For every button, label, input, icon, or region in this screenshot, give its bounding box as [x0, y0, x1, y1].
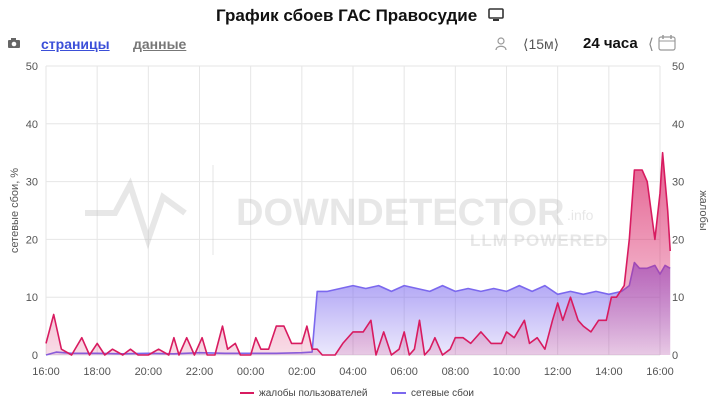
complaints-area [46, 152, 671, 355]
y-tick-right: 0 [672, 350, 678, 362]
y-tick-left: 20 [26, 234, 38, 246]
y-axis-label-left: сетевые сбои, % [9, 168, 21, 253]
chart-legend: жалобы пользователей сетевые сбои [0, 388, 720, 402]
legend-complaints-label: жалобы пользователей [259, 388, 368, 399]
x-tick-label: 04:00 [339, 366, 367, 378]
x-tick-label: 02:00 [288, 366, 316, 378]
y-tick-right: 40 [672, 119, 684, 131]
y-tick-right: 20 [672, 234, 684, 246]
y-tick-left: 0 [32, 350, 38, 362]
range-selector[interactable]: 24 часа [583, 35, 638, 52]
chart-axes: 0 0 10 10 20 20 30 30 40 40 50 50 16:00 18:00 20:00 22:… [9, 61, 709, 378]
user-icon[interactable] [495, 37, 507, 56]
x-tick-label: 10:00 [493, 366, 521, 378]
calendar-icon [658, 35, 676, 51]
x-tick-label: 08:00 [442, 366, 470, 378]
period-selector[interactable]: ⟨15м⟩ [523, 36, 560, 52]
x-tick-label: 06:00 [390, 366, 418, 378]
y-tick-right: 10 [672, 292, 684, 304]
outage-chart: DOWNDETECTOR .info LLM POWERED 0 0 10 10 20 2… [9, 61, 709, 378]
y-tick-right: 30 [672, 177, 684, 189]
page-title: График сбоев ГАС Правосудие [0, 6, 720, 27]
watermark-suffix: .info [567, 207, 594, 223]
monitor-icon [488, 7, 504, 27]
x-tick-label: 14:00 [595, 366, 623, 378]
y-tick-left: 40 [26, 119, 38, 131]
watermark-brand: DOWNDETECTOR [236, 192, 565, 234]
x-tick-label: 20:00 [135, 366, 163, 378]
tab-data[interactable]: данные [133, 36, 187, 52]
watermark: DOWNDETECTOR .info LLM POWERED [85, 165, 609, 255]
y-tick-left: 30 [26, 177, 38, 189]
x-tick-label: 12:00 [544, 366, 572, 378]
legend-outages[interactable]: сетевые сбои [392, 388, 474, 399]
y-axis-label-right: жалобы [697, 190, 709, 230]
watermark-pulse-icon [85, 177, 187, 250]
watermark-sub: LLM POWERED [470, 231, 609, 250]
x-tick-label: 16:00 [646, 366, 674, 378]
complaints-line [45, 151, 671, 356]
x-tick-label: 16:00 [32, 366, 60, 378]
y-tick-left: 10 [26, 292, 38, 304]
tab-pages[interactable]: страницы [41, 36, 110, 52]
page-title-text: График сбоев ГАС Правосудие [216, 6, 478, 25]
outages-area [46, 262, 671, 355]
camera-icon[interactable] [7, 36, 21, 55]
calendar-button[interactable]: ⟨ [648, 35, 676, 53]
y-tick-right: 50 [672, 61, 684, 73]
chart-areas [45, 151, 671, 356]
legend-outages-label: сетевые сбои [411, 388, 474, 399]
x-tick-label: 00:00 [237, 366, 265, 378]
y-tick-left: 50 [26, 61, 38, 73]
toolbar: страницы данные ⟨15м⟩ 24 часа ⟨ [0, 34, 720, 56]
x-tick-label: 22:00 [186, 366, 214, 378]
calendar-chevron: ⟨ [648, 36, 654, 53]
legend-complaints[interactable]: жалобы пользователей [240, 388, 368, 399]
x-tick-label: 18:00 [83, 366, 111, 378]
